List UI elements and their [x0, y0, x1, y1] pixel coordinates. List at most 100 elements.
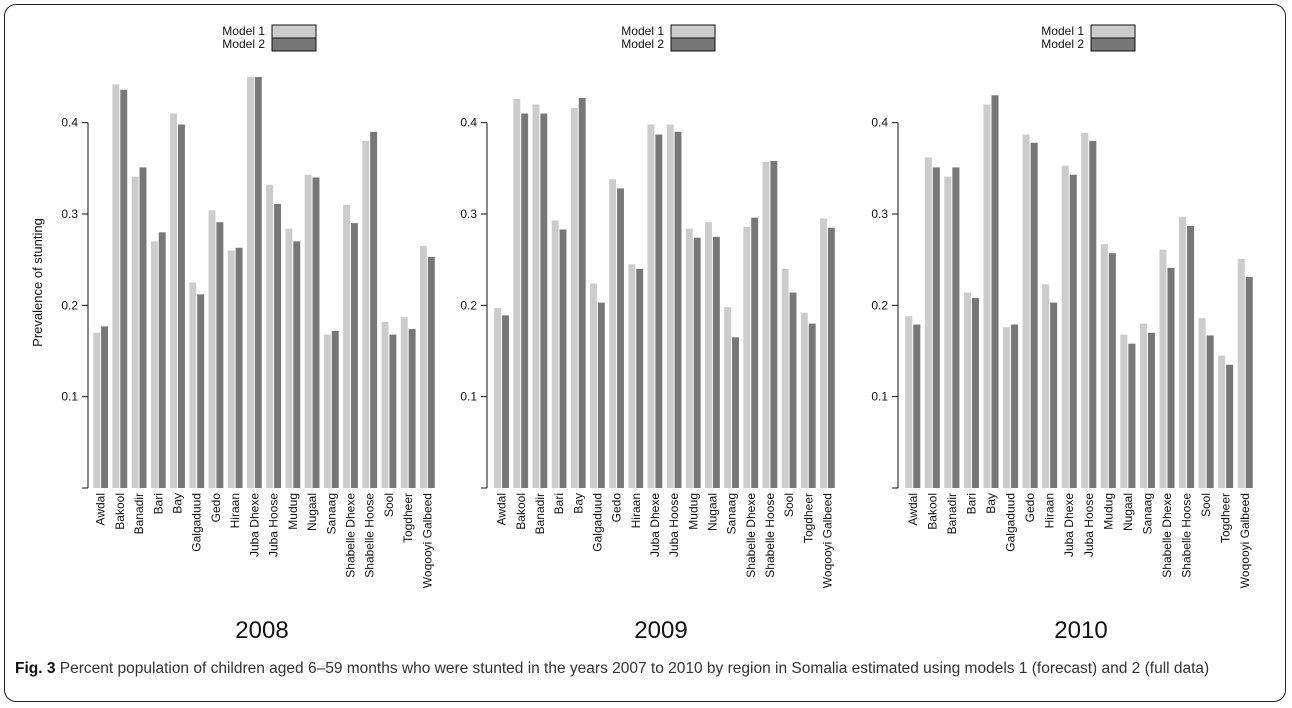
bar-model-1 [820, 218, 827, 488]
bar-model-1 [362, 140, 370, 488]
category-label: Juba Dhexe [648, 493, 662, 557]
category-label: Banadir [945, 493, 959, 534]
bar-model-2 [1108, 253, 1116, 488]
bar-model-1 [647, 124, 655, 489]
bar-model-1 [1003, 327, 1011, 488]
bar-model-2 [732, 337, 739, 488]
category-label: Woqooyi Galbeed [820, 493, 834, 588]
chart-panel-2008: 0.1 0.2 0.3 0.4 Prevalence of stunting Awdal B… [30, 24, 435, 644]
bar-model-2 [674, 131, 682, 489]
y-tick-label: 0.2 [460, 298, 477, 312]
bar-model-2 [197, 294, 205, 488]
bar-model-2 [952, 167, 960, 489]
bar-model-1 [781, 268, 789, 488]
bar-model-1 [1061, 165, 1069, 488]
category-label: Sanaag [324, 493, 338, 534]
y-tick-label: 0.2 [871, 298, 888, 312]
category-label: Juba Dhexe [1062, 493, 1076, 557]
bar-model-2 [1147, 332, 1155, 488]
category-label: Bay [171, 493, 185, 514]
bar-model-1 [1042, 284, 1050, 488]
bar-model-2 [370, 131, 378, 489]
category-label: Sool [382, 493, 396, 517]
figure-caption: Fig. 3 Percent population of children ag… [15, 658, 1285, 679]
category-label: Bari [552, 493, 566, 514]
bar-model-1 [905, 316, 913, 488]
bar-model-2 [770, 161, 778, 488]
bar-model-1 [189, 282, 197, 488]
bar-model-1 [762, 161, 770, 488]
panel-title: 2008 [235, 617, 288, 644]
bar-model-2 [312, 177, 320, 488]
category-label: Bakool [514, 493, 528, 530]
bar-model-1 [227, 250, 235, 488]
bar-model-1 [304, 174, 312, 489]
y-tick-label: 0.4 [61, 116, 78, 130]
bar-model-1 [381, 321, 389, 488]
category-label: Bari [964, 493, 978, 514]
bar-model-2 [408, 329, 416, 488]
bar-model-2 [559, 229, 567, 488]
category-label: Hiraan [629, 493, 643, 528]
bar-model-1 [609, 179, 617, 489]
bar-model-1 [628, 264, 636, 488]
category-label: Togdheer [401, 493, 415, 543]
bar-model-2 [1050, 302, 1058, 488]
caption-label: Fig. 3 [15, 660, 56, 677]
bar-model-1 [266, 184, 274, 488]
bar-model-2 [636, 268, 644, 488]
category-label: Sool [782, 493, 796, 517]
bar-model-2 [540, 113, 548, 488]
bar-model-1 [494, 308, 502, 488]
bar-model-1 [400, 317, 408, 488]
bar-model-2 [274, 203, 282, 488]
category-label: Gedo [610, 493, 624, 523]
bar-model-2 [101, 326, 109, 488]
bar-model-1 [685, 228, 693, 489]
category-label: Sanaag [725, 493, 739, 534]
bar-model-2 [331, 330, 339, 488]
legend-label: Model 1 [621, 24, 664, 38]
bar-model-2 [597, 302, 605, 488]
bar-model-1 [419, 245, 427, 488]
legend-swatch [1090, 24, 1136, 39]
category-label: Togdheer [801, 493, 815, 543]
bar-model-2 [932, 167, 940, 489]
category-label: Nugaal [305, 493, 319, 531]
bar-model-2 [254, 77, 262, 488]
category-label: Gedo [209, 493, 223, 523]
y-tick-label: 0.1 [61, 390, 78, 404]
bar-model-1 [513, 98, 521, 489]
legend-label: Model 2 [1041, 37, 1084, 51]
panel-title: 2009 [634, 617, 687, 644]
bar-model-2 [235, 247, 243, 488]
bar-model-1 [1237, 258, 1245, 488]
bar-model-1 [150, 241, 158, 488]
bar-model-1 [343, 204, 351, 488]
bar-model-1 [323, 334, 331, 488]
chart-panel-2010: 0.1 0.2 0.3 0.4 Awdal Bakool Banadir Bari Bay Gal… [871, 24, 1253, 644]
caption-text: Percent population of children aged 6–59… [59, 660, 1210, 677]
legend-swatch [670, 24, 716, 39]
category-label: Shabelle Hoose [763, 493, 777, 578]
category-label: Shabelle Dhexe [1160, 493, 1174, 578]
panel-title: 2010 [1054, 617, 1107, 644]
y-tick-label: 0.1 [460, 390, 477, 404]
bar-model-1 [743, 226, 751, 489]
category-label: Banadir [132, 493, 146, 534]
category-label: Hiraan [228, 493, 242, 528]
category-label: Shabelle Hoose [1180, 493, 1194, 578]
category-label: Mudug [286, 493, 300, 530]
category-label: Woqooyi Galbeed [1238, 493, 1252, 588]
bar-model-1 [590, 283, 597, 488]
bar-model-2 [1245, 277, 1253, 488]
bar-model-2 [216, 222, 224, 488]
bar-model-2 [1167, 267, 1175, 488]
bar-model-2 [1206, 335, 1214, 488]
bar-model-2 [655, 134, 663, 489]
bar-model-2 [751, 217, 759, 488]
bar-model-1 [551, 220, 559, 488]
legend-label: Model 2 [222, 37, 265, 51]
bar-model-2 [120, 89, 128, 488]
bar-model-2 [502, 315, 509, 488]
